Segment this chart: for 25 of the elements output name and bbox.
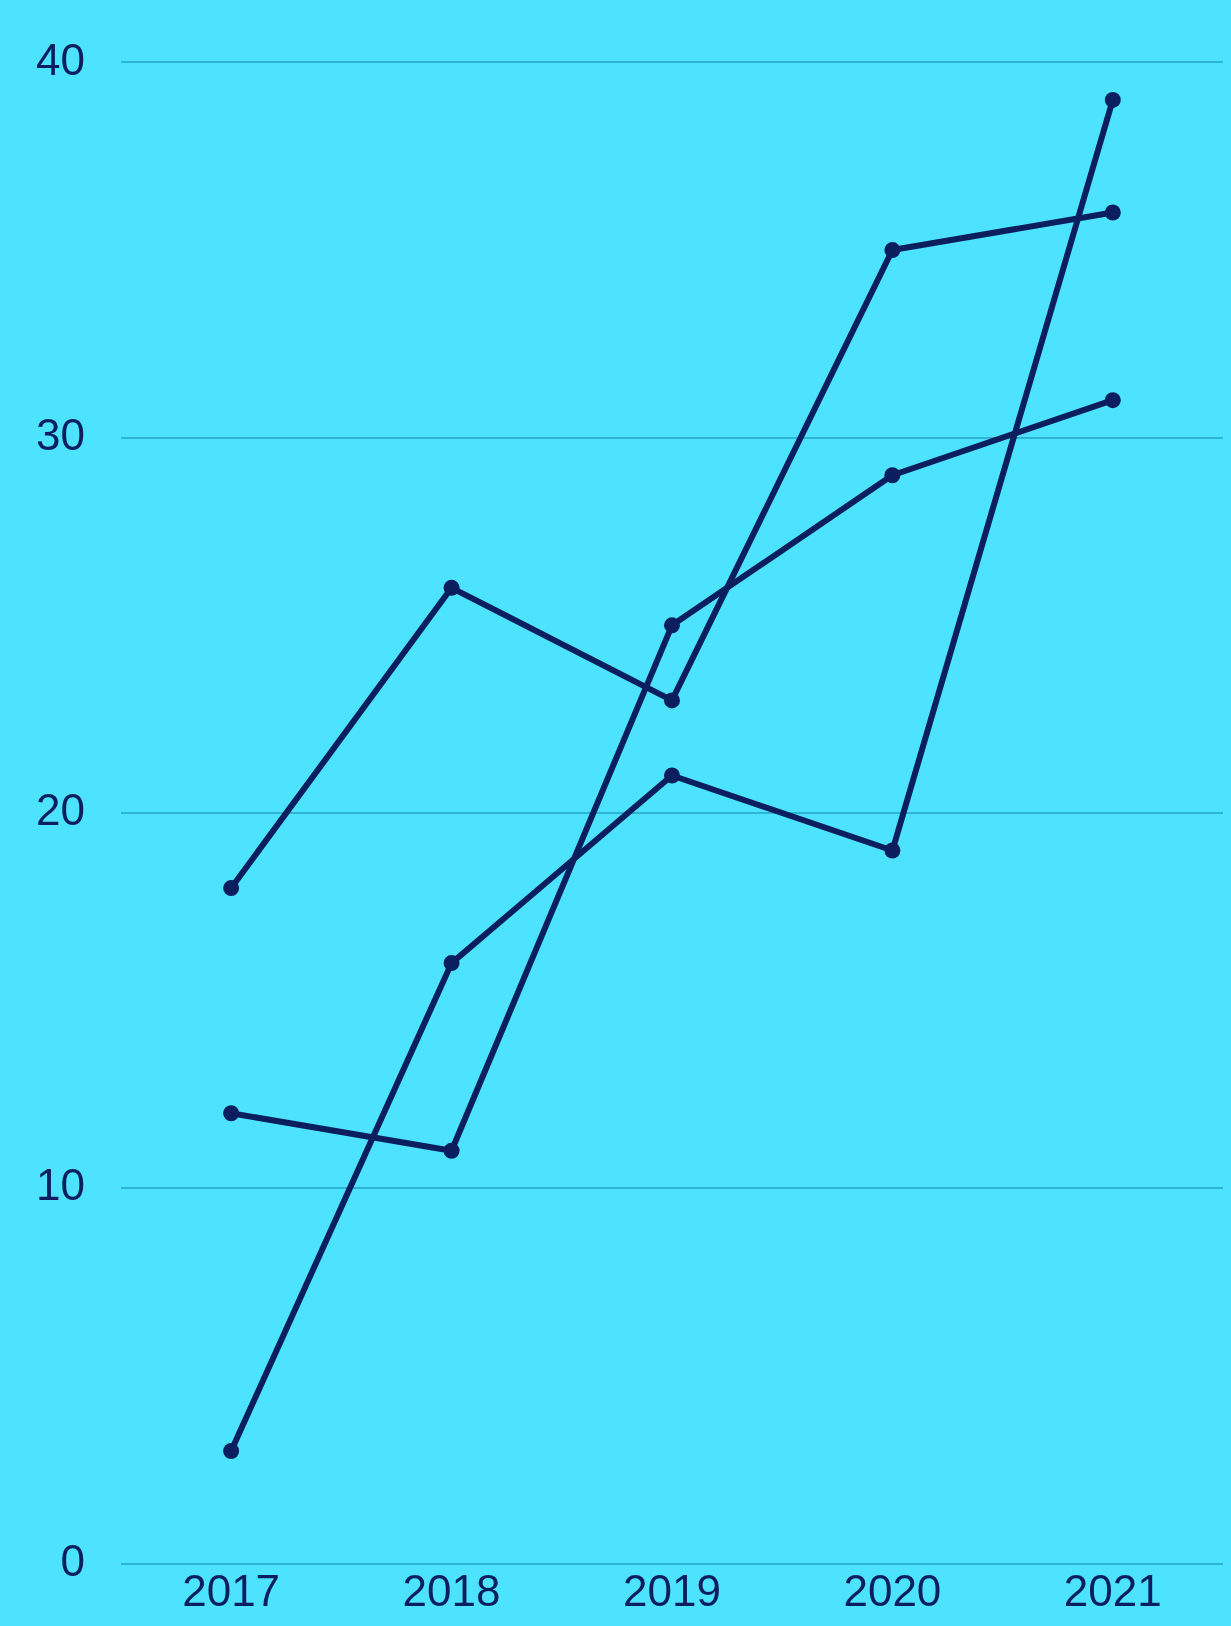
x-tick-label: 2017: [182, 1566, 281, 1616]
point: [443, 1142, 460, 1159]
x-tick-label: 2020: [843, 1566, 942, 1616]
point: [443, 955, 460, 972]
point: [884, 842, 901, 859]
point: [1104, 91, 1121, 108]
point: [223, 1443, 240, 1460]
point: [663, 692, 680, 709]
y-tick-label: 40: [35, 34, 85, 84]
point: [223, 880, 240, 897]
point: [1104, 204, 1121, 221]
x-tick-label: 2021: [1063, 1566, 1162, 1616]
x-tick-label: 2019: [623, 1566, 721, 1616]
point: [1104, 392, 1121, 409]
point: [663, 767, 680, 784]
y-tick-label: 10: [35, 1160, 85, 1210]
point: [223, 1105, 240, 1122]
y-tick-label: 0: [60, 1535, 85, 1585]
point: [663, 617, 680, 634]
point: [884, 242, 901, 259]
point: [884, 467, 901, 484]
point: [443, 579, 460, 596]
y-tick-label: 20: [35, 785, 85, 835]
x-tick-label: 2018: [402, 1566, 501, 1616]
y-tick-label: 30: [35, 409, 85, 459]
